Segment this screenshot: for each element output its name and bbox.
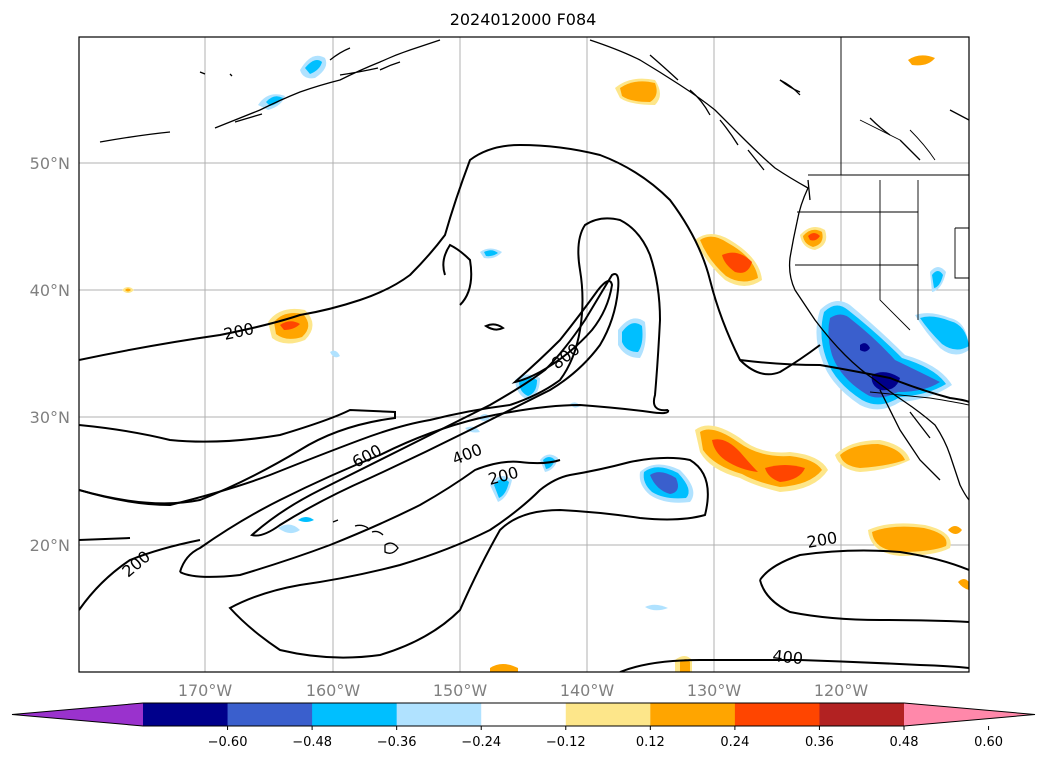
colorbar-swatch bbox=[650, 703, 736, 726]
lat-tick-label: 30°N bbox=[30, 408, 70, 427]
colorbar-swatch bbox=[819, 703, 905, 726]
lat-tick-label: 50°N bbox=[30, 154, 70, 173]
colorbar-tick-label: 0.60 bbox=[974, 735, 1003, 750]
map-title: 2024012000 F084 bbox=[450, 10, 597, 29]
lon-ticks: 170°W 160°W 150°W 140°W 130°W 120°W bbox=[178, 681, 869, 700]
lon-tick-label: 130°W bbox=[687, 681, 742, 700]
shaded-field bbox=[122, 55, 969, 672]
colorbar-tick-label: 0.36 bbox=[805, 735, 834, 750]
colorbar-tick-label: −0.48 bbox=[292, 735, 332, 750]
map-frame bbox=[78, 36, 970, 673]
lon-tick-label: 120°W bbox=[814, 681, 869, 700]
colorbar-tick-label: −0.60 bbox=[208, 735, 248, 750]
colorbar-tick-label: 0.24 bbox=[720, 735, 749, 750]
contour-labels: 200 200 200 200 600 400 800 400 bbox=[118, 319, 838, 668]
colorbar-tick-label: −0.36 bbox=[377, 735, 417, 750]
colorbar: −0.60 −0.48 −0.36 −0.24 −0.12 0.12 0.24 0.36 0.4… bbox=[11, 702, 1036, 750]
lat-tick-label: 20°N bbox=[30, 536, 70, 555]
contour-label: 400 bbox=[772, 646, 804, 668]
colorbar-swatch bbox=[143, 703, 229, 726]
lon-tick-label: 170°W bbox=[178, 681, 233, 700]
lon-tick-label: 150°W bbox=[433, 681, 488, 700]
colorbar-swatch bbox=[312, 703, 398, 726]
colorbar-swatch bbox=[481, 703, 567, 726]
colorbar-swatch bbox=[396, 703, 482, 726]
colorbar-swatch bbox=[734, 703, 820, 726]
lat-tick-label: 40°N bbox=[30, 281, 70, 300]
colorbar-tick-label: −0.24 bbox=[461, 735, 501, 750]
contour-lines bbox=[79, 143, 969, 672]
colorbar-swatch bbox=[227, 703, 313, 726]
borders bbox=[795, 37, 969, 406]
colorbar-tick-label: −0.12 bbox=[546, 735, 586, 750]
lon-tick-label: 160°W bbox=[306, 681, 361, 700]
colorbar-tick-label: 0.48 bbox=[890, 735, 919, 750]
colorbar-tick-label: 0.12 bbox=[636, 735, 665, 750]
lat-ticks: 20°N 30°N 40°N 50°N bbox=[30, 154, 70, 555]
colorbar-extend-high bbox=[904, 703, 1035, 726]
colorbar-swatch bbox=[565, 703, 651, 726]
colorbar-extend-low bbox=[12, 703, 143, 726]
colorbar-outline bbox=[11, 702, 1036, 727]
coastlines bbox=[99, 39, 969, 554]
lon-tick-label: 140°W bbox=[560, 681, 615, 700]
